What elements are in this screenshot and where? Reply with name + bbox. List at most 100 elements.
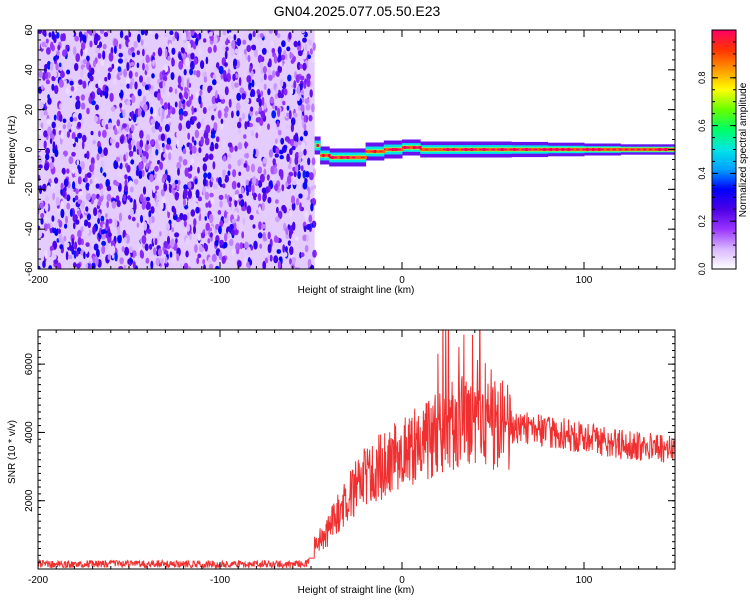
noise-speckle xyxy=(163,229,169,237)
signal-peak-dot xyxy=(476,148,480,151)
noise-speckle xyxy=(107,212,111,217)
signal-peak-dot xyxy=(394,148,398,151)
signal-core xyxy=(320,154,330,157)
noise-speckle xyxy=(103,32,109,37)
noise-speckle xyxy=(259,61,263,70)
x-tick-label: 100 xyxy=(576,575,593,586)
noise-speckle xyxy=(190,126,194,133)
noise-speckle xyxy=(136,140,140,150)
noise-speckle xyxy=(187,202,191,208)
noise-speckle xyxy=(140,214,143,224)
noise-speckle xyxy=(43,110,48,116)
noise-speckle xyxy=(149,243,153,250)
signal-core xyxy=(429,148,439,151)
noise-speckle xyxy=(267,196,272,204)
noise-speckle xyxy=(239,87,245,94)
noise-speckle xyxy=(184,228,188,234)
noise-speckle xyxy=(101,240,106,247)
noise-speckle xyxy=(171,47,176,55)
noise-speckle xyxy=(276,206,279,214)
noise-speckle xyxy=(279,155,284,160)
noise-speckle xyxy=(275,87,279,94)
noise-speckle xyxy=(97,53,102,59)
noise-speckle xyxy=(307,258,312,268)
noise-speckle xyxy=(295,74,300,84)
noise-speckle xyxy=(99,41,102,48)
noise-speckle xyxy=(174,232,180,238)
noise-speckle xyxy=(218,65,224,75)
noise-speckle xyxy=(102,223,106,230)
noise-speckle xyxy=(53,114,57,121)
noise-speckle xyxy=(257,180,263,188)
noise-speckle xyxy=(158,81,164,89)
noise-speckle xyxy=(140,251,144,259)
noise-speckle xyxy=(81,42,86,50)
noise-speckle xyxy=(303,123,307,131)
noise-speckle xyxy=(150,162,154,172)
noise-speckle xyxy=(222,30,227,36)
noise-speckle xyxy=(189,110,192,115)
noise-speckle xyxy=(209,213,214,224)
noise-speckle xyxy=(107,72,111,81)
noise-speckle xyxy=(61,33,66,42)
noise-speckle xyxy=(86,213,91,221)
noise-speckle xyxy=(114,252,118,262)
x-tick-label: -100 xyxy=(210,275,230,286)
noise-speckle xyxy=(104,76,108,82)
noise-speckle xyxy=(273,55,278,64)
noise-speckle xyxy=(69,80,74,86)
noise-speckle xyxy=(303,148,307,156)
noise-speckle xyxy=(168,152,172,161)
noise-speckle xyxy=(148,30,153,35)
noise-speckle xyxy=(52,192,55,201)
noise-speckle xyxy=(300,165,304,172)
noise-speckle xyxy=(105,178,110,188)
noise-speckle xyxy=(57,110,61,116)
noise-speckle xyxy=(268,74,273,81)
noise-speckle xyxy=(257,232,263,239)
noise-speckle xyxy=(231,39,236,49)
noise-speckle xyxy=(193,70,197,76)
noise-speckle xyxy=(51,83,55,91)
noise-speckle xyxy=(183,188,188,197)
noise-speckle xyxy=(210,176,214,183)
noise-speckle xyxy=(118,170,123,178)
noise-speckle xyxy=(108,232,112,238)
noise-speckle xyxy=(222,139,226,148)
noise-speckle xyxy=(310,203,314,212)
noise-speckle xyxy=(182,53,187,60)
noise-speckle xyxy=(254,111,259,116)
signal-peak-dot xyxy=(658,148,661,151)
noise-speckle xyxy=(214,239,219,247)
noise-speckle xyxy=(303,114,307,123)
noise-speckle xyxy=(209,192,214,198)
noise-speckle xyxy=(55,62,59,71)
noise-speckle xyxy=(105,124,109,130)
signal-peak-dot xyxy=(573,148,577,151)
noise-speckle xyxy=(278,52,282,62)
noise-speckle xyxy=(237,121,242,129)
noise-speckle xyxy=(84,46,88,55)
noise-speckle xyxy=(183,262,189,269)
noise-speckle xyxy=(234,200,238,208)
noise-speckle xyxy=(167,55,171,62)
signal-peak-dot xyxy=(346,156,349,159)
snr-x-axis-label: Height of straight line (km) xyxy=(298,585,415,596)
noise-speckle xyxy=(259,33,264,38)
noise-speckle xyxy=(191,188,196,197)
noise-speckle xyxy=(41,85,44,90)
noise-speckle xyxy=(281,204,287,212)
noise-speckle xyxy=(83,219,89,227)
noise-speckle xyxy=(278,256,283,261)
noise-speckle xyxy=(75,188,79,195)
noise-speckle xyxy=(118,58,123,64)
noise-speckle xyxy=(193,140,197,146)
noise-speckle xyxy=(218,225,222,235)
noise-speckle xyxy=(89,178,93,185)
noise-speckle xyxy=(139,130,144,139)
noise-speckle xyxy=(255,117,261,123)
noise-speckle xyxy=(252,30,256,38)
noise-speckle xyxy=(184,167,189,177)
noise-speckle xyxy=(51,215,55,222)
noise-speckle xyxy=(280,54,286,61)
